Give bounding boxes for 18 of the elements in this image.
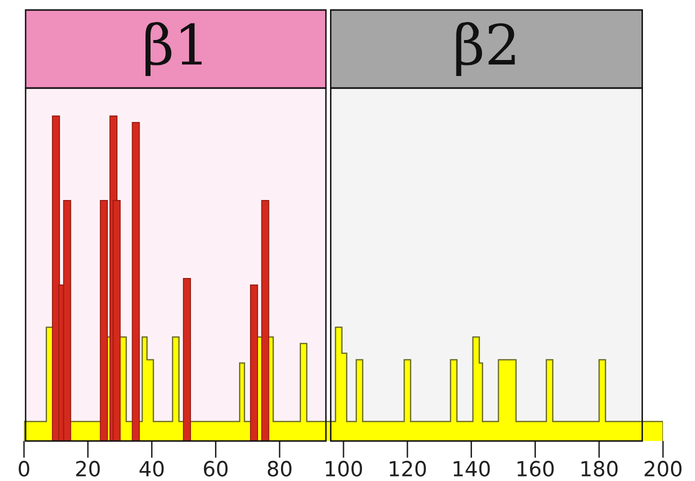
band-label: β1 [146, 22, 202, 76]
x-tick-label: 80 [268, 460, 292, 477]
bar [52, 116, 60, 441]
bar [261, 200, 270, 441]
x-tick-label: 200 [644, 460, 682, 477]
x-tick-label: 40 [140, 460, 164, 477]
x-tick-label: 20 [76, 460, 100, 477]
bar [182, 278, 191, 441]
x-tick-label: 120 [390, 460, 426, 477]
x-tick-label: 140 [454, 460, 490, 477]
x-tick-label: 0 [18, 460, 30, 477]
x-tick-label: 160 [518, 460, 554, 477]
band-label: β2 [456, 22, 515, 76]
x-tick-label: 180 [582, 460, 618, 477]
x-tick-label: 100 [326, 460, 362, 477]
bar [132, 122, 140, 441]
x-tick-label: 60 [204, 460, 228, 477]
bar [250, 284, 258, 441]
